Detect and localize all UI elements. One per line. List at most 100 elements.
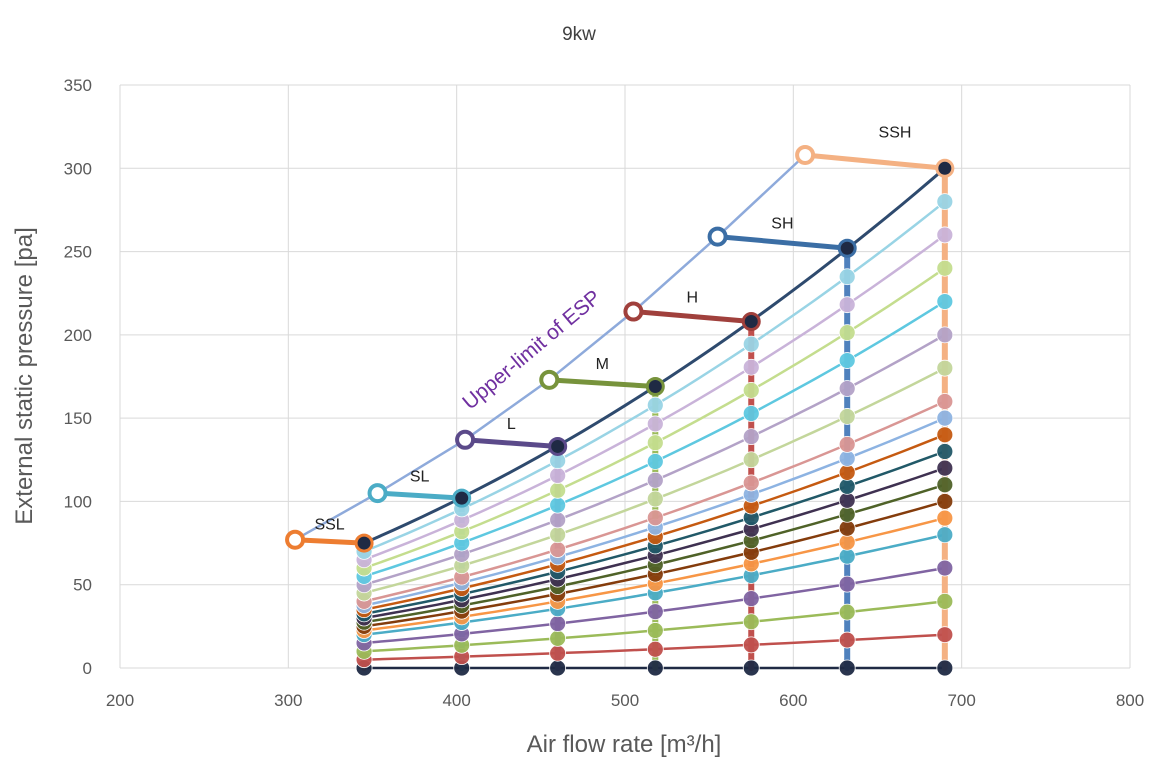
data-point <box>838 380 856 397</box>
y-tick-label: 200 <box>64 326 92 345</box>
speed-step-end <box>741 312 761 332</box>
speed-step-line <box>377 490 462 501</box>
data-point <box>742 451 760 469</box>
x-tick-label: 800 <box>1116 691 1144 710</box>
data-point <box>936 526 954 544</box>
data-point <box>646 509 664 527</box>
x-axis-title: Air flow rate [m³/h] <box>527 731 722 758</box>
data-point <box>742 381 760 399</box>
speed-step-start <box>623 301 644 322</box>
data-point <box>936 476 954 494</box>
speed-step-start <box>367 483 388 504</box>
data-point <box>742 358 760 376</box>
speed-step-label: SL <box>410 469 430 486</box>
data-point <box>742 590 760 607</box>
data-point <box>549 615 567 632</box>
speed-step-label: SH <box>771 215 793 232</box>
data-point <box>742 636 760 654</box>
speed-step-label: SSH <box>879 125 912 142</box>
data-point <box>936 393 954 410</box>
gridlines <box>119 84 1131 669</box>
speed-step-line <box>294 537 365 546</box>
data-point <box>936 592 954 610</box>
data-point <box>742 659 760 677</box>
data-point <box>646 659 664 677</box>
speed-step-end <box>548 436 568 456</box>
data-point <box>742 428 760 446</box>
chart-title: 9kw <box>562 24 596 45</box>
tick-labels: 200 300 400 500 600 700 800 0 50 100 150 200 250 300 3… <box>64 76 1145 710</box>
data-point <box>742 405 760 422</box>
data-point <box>742 335 760 353</box>
data-point <box>936 326 954 344</box>
data-point <box>838 324 856 342</box>
data-point <box>838 575 856 593</box>
speed-step-end <box>354 533 374 553</box>
y-axis-title: External static pressure [pa] <box>11 227 38 524</box>
y-tick-label: 100 <box>64 492 92 511</box>
speed-step-end <box>452 488 472 508</box>
data-point <box>742 613 760 631</box>
data-point <box>936 359 954 377</box>
data-point <box>936 626 954 644</box>
speed-step-label: SSL <box>314 516 344 533</box>
speed-step-start <box>455 429 476 450</box>
x-tick-label: 700 <box>947 691 975 710</box>
upper-limit-layer: SSL SL L M H SH SSH <box>285 125 955 553</box>
data-point <box>646 603 664 621</box>
data-point <box>742 474 760 492</box>
data-point <box>549 496 567 514</box>
data-point <box>936 459 954 477</box>
data-point <box>838 631 856 649</box>
data-point <box>549 481 567 499</box>
data-point <box>549 511 567 529</box>
speed-step-start <box>795 144 816 165</box>
data-point <box>646 396 664 414</box>
data-point <box>838 659 856 677</box>
data-point <box>838 352 856 369</box>
speed-step-line <box>464 437 558 449</box>
speed-step-start <box>285 529 306 550</box>
data-point <box>838 296 856 314</box>
data-point <box>646 490 664 508</box>
data-point <box>646 434 664 452</box>
data-point <box>646 640 664 658</box>
data-point <box>549 541 567 558</box>
data-point <box>549 526 567 544</box>
data-point <box>838 436 856 453</box>
data-point <box>549 467 567 484</box>
data-point <box>936 293 954 310</box>
y-tick-label: 300 <box>64 159 92 178</box>
data-point <box>646 622 664 639</box>
data-point <box>838 408 856 425</box>
speed-step-label: L <box>507 416 516 433</box>
x-tick-label: 200 <box>106 691 134 710</box>
speed-step-end <box>935 158 955 178</box>
speed-step-label: M <box>596 356 609 373</box>
data-point <box>936 426 954 444</box>
data-point <box>936 559 954 577</box>
data-point <box>838 268 856 286</box>
data-point <box>549 629 567 647</box>
y-tick-label: 350 <box>64 76 92 95</box>
data-point <box>549 644 567 662</box>
y-tick-label: 150 <box>64 409 92 428</box>
y-tick-label: 250 <box>64 243 92 262</box>
x-tick-label: 300 <box>274 691 302 710</box>
data-point <box>646 415 664 433</box>
data-point <box>646 453 664 470</box>
y-tick-label: 0 <box>83 659 92 678</box>
data-point <box>936 226 954 244</box>
speed-step-start <box>707 226 728 247</box>
data-point <box>549 659 567 677</box>
speed-step-line <box>549 377 656 389</box>
data-point <box>646 471 664 489</box>
speed-step-line <box>717 234 848 251</box>
speed-step-start <box>539 369 560 390</box>
x-tick-label: 400 <box>442 691 470 710</box>
data-point <box>936 193 954 211</box>
x-tick-label: 600 <box>779 691 807 710</box>
speed-step-end <box>837 238 857 258</box>
